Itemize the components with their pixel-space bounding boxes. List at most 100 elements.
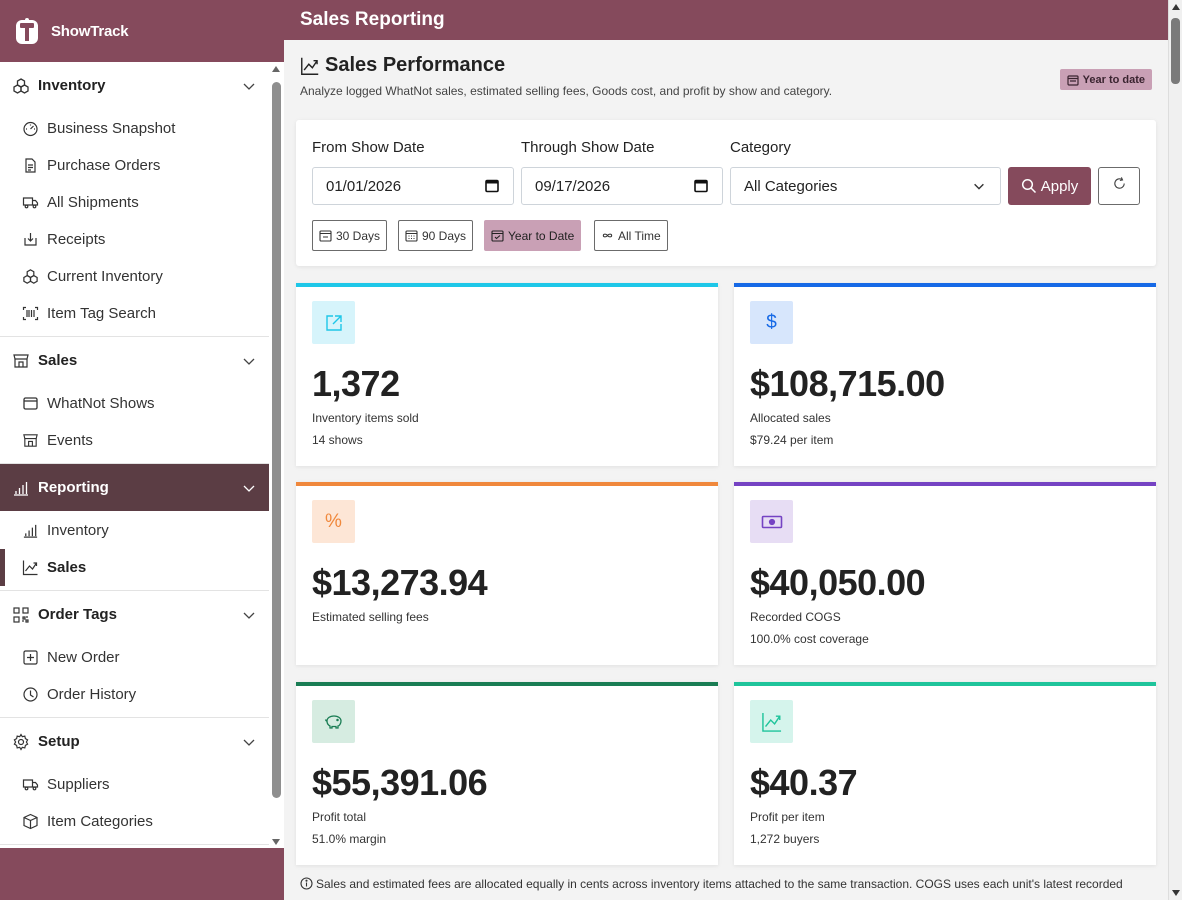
from-date-input[interactable]: 01/01/2026 <box>312 167 514 205</box>
page-scroll-thumb[interactable] <box>1171 18 1180 84</box>
stat-label: Recorded COGS <box>750 610 841 624</box>
sidebar-item-label: Item Categories <box>47 813 153 830</box>
bar-chart-icon <box>11 478 31 498</box>
calendar-range-icon <box>1067 74 1079 86</box>
sidebar-item-label: All Shipments <box>47 194 139 211</box>
page-scrollbar[interactable] <box>1168 0 1182 900</box>
speedometer-icon <box>21 120 39 138</box>
chevron-down-icon[interactable] <box>241 734 257 750</box>
clock-history-icon <box>21 686 39 704</box>
sidebar-item-whatnot-shows[interactable]: WhatNot Shows <box>0 385 269 422</box>
bar-chart-icon <box>21 522 39 540</box>
sidebar-item-label: Item Tag Search <box>47 305 156 322</box>
shop-icon <box>21 432 39 450</box>
nav-group-header-reporting[interactable]: Reporting <box>0 464 269 511</box>
plus-square-icon <box>21 649 39 667</box>
preset-all-time[interactable]: All Time <box>594 220 668 251</box>
through-date-value: 09/17/2026 <box>535 177 611 195</box>
stat-value: $108,715.00 <box>750 363 945 404</box>
card-accent-bar <box>296 682 718 686</box>
search-icon <box>1021 178 1037 194</box>
stat-subtext: 14 shows <box>312 433 363 447</box>
calendar-icon[interactable] <box>485 179 499 193</box>
box-icon <box>21 813 39 831</box>
stat-card-items-sold: 1,372 Inventory items sold 14 shows <box>296 283 718 466</box>
sidebar-item-item-categories[interactable]: Item Categories <box>0 803 269 840</box>
sidebar-footer <box>0 848 284 900</box>
from-date-label: From Show Date <box>312 139 425 156</box>
sidebar-scroll-thumb[interactable] <box>272 82 281 798</box>
card-accent-bar <box>734 682 1156 686</box>
sidebar-item-item-tag-search[interactable]: Item Tag Search <box>0 295 269 332</box>
stat-value: $55,391.06 <box>312 762 488 803</box>
graph-up-icon <box>750 700 793 743</box>
sidebar-item-label: New Order <box>47 649 120 666</box>
nav-group-header-inventory[interactable]: Inventory <box>0 62 269 109</box>
chevron-down-icon[interactable] <box>241 78 257 94</box>
sidebar-item-label: Events <box>47 432 93 449</box>
shop-icon <box>11 351 31 371</box>
stat-card-recorded-cogs: $40,050.00 Recorded COGS 100.0% cost cov… <box>734 482 1156 665</box>
stat-label: Profit total <box>312 810 367 824</box>
page-subtitle: Analyze logged WhatNot sales, estimated … <box>300 84 833 98</box>
preset-label: All Time <box>618 228 661 243</box>
chevron-down-icon[interactable] <box>241 480 257 496</box>
scroll-up-arrow-icon[interactable] <box>1172 4 1180 10</box>
chevron-down-icon[interactable] <box>241 353 257 369</box>
stat-value: $13,273.94 <box>312 562 488 603</box>
scroll-down-arrow-icon[interactable] <box>1172 890 1180 896</box>
preset-year-to-date[interactable]: Year to Date <box>484 220 582 251</box>
card-accent-bar <box>734 482 1156 486</box>
scroll-up-arrow-icon[interactable] <box>272 66 280 72</box>
sidebar-item-receipts[interactable]: Receipts <box>0 221 269 258</box>
sidebar-item-suppliers[interactable]: Suppliers <box>0 766 269 803</box>
date-range-badge: Year to date <box>1059 69 1152 90</box>
sidebar-item-current-inventory[interactable]: Current Inventory <box>0 258 269 295</box>
info-circle-icon <box>300 877 313 890</box>
sidebar-item-business-snapshot[interactable]: Business Snapshot <box>0 110 269 147</box>
preset-label: 90 Days <box>422 228 467 243</box>
preset-30-days[interactable]: 30 Days <box>312 220 388 251</box>
sidebar-item-order-history[interactable]: Order History <box>0 676 269 713</box>
apply-button[interactable]: Apply <box>1008 167 1091 205</box>
sidebar-item-new-order[interactable]: New Order <box>0 639 269 676</box>
sidebar-item-label: Purchase Orders <box>47 157 161 174</box>
calendar-icon[interactable] <box>694 179 708 193</box>
preset-90-days[interactable]: 90 Days <box>398 220 474 251</box>
preset-label: Year to Date <box>508 228 575 243</box>
brand[interactable]: ShowTrack <box>0 0 284 62</box>
chevron-down-icon[interactable] <box>241 607 257 623</box>
percent-icon: % <box>312 500 355 543</box>
stat-card-profit-total: $55,391.06 Profit total 51.0% margin <box>296 682 718 865</box>
chevron-down-icon <box>972 179 986 193</box>
sidebar-item-events[interactable]: Events <box>0 422 269 459</box>
category-select[interactable]: All Categories <box>730 167 1001 205</box>
sidebar-item-label: WhatNot Shows <box>47 395 155 412</box>
nav-group-header-order-tags[interactable]: Order Tags <box>0 591 269 638</box>
sidebar-item-label: Current Inventory <box>47 268 163 285</box>
sidebar-item-reporting-sales[interactable]: Sales <box>0 549 269 586</box>
sidebar-scrollbar[interactable] <box>269 62 284 848</box>
sidebar-item-all-shipments[interactable]: All Shipments <box>0 184 269 221</box>
preset-label: 30 Days <box>336 228 381 243</box>
category-label: Category <box>730 139 791 156</box>
card-accent-bar <box>296 283 718 287</box>
through-date-input[interactable]: 09/17/2026 <box>521 167 723 205</box>
sidebar-nav[interactable]: Inventory Business Snapshot Purchase Ord… <box>0 62 284 848</box>
scroll-down-arrow-icon[interactable] <box>272 839 280 845</box>
graph-up-icon <box>300 56 320 76</box>
sidebar-item-label: Order History <box>47 686 137 703</box>
sidebar-item-purchase-orders[interactable]: Purchase Orders <box>0 147 269 184</box>
stat-subtext: 100.0% cost coverage <box>750 632 869 646</box>
reset-button[interactable] <box>1098 167 1140 205</box>
stat-card-selling-fees: % $13,273.94 Estimated selling fees <box>296 482 718 665</box>
sidebar-item-reporting-inventory[interactable]: Inventory <box>0 512 269 549</box>
document-icon <box>21 157 39 175</box>
nav-group-header-setup[interactable]: Setup <box>0 718 269 765</box>
card-accent-bar <box>296 482 718 486</box>
brand-name: ShowTrack <box>51 22 129 40</box>
dollar-icon: $ <box>750 301 793 344</box>
window-icon <box>21 395 39 413</box>
nav-group-header-sales[interactable]: Sales <box>0 337 269 384</box>
page-title: Sales Performance <box>300 54 1152 77</box>
